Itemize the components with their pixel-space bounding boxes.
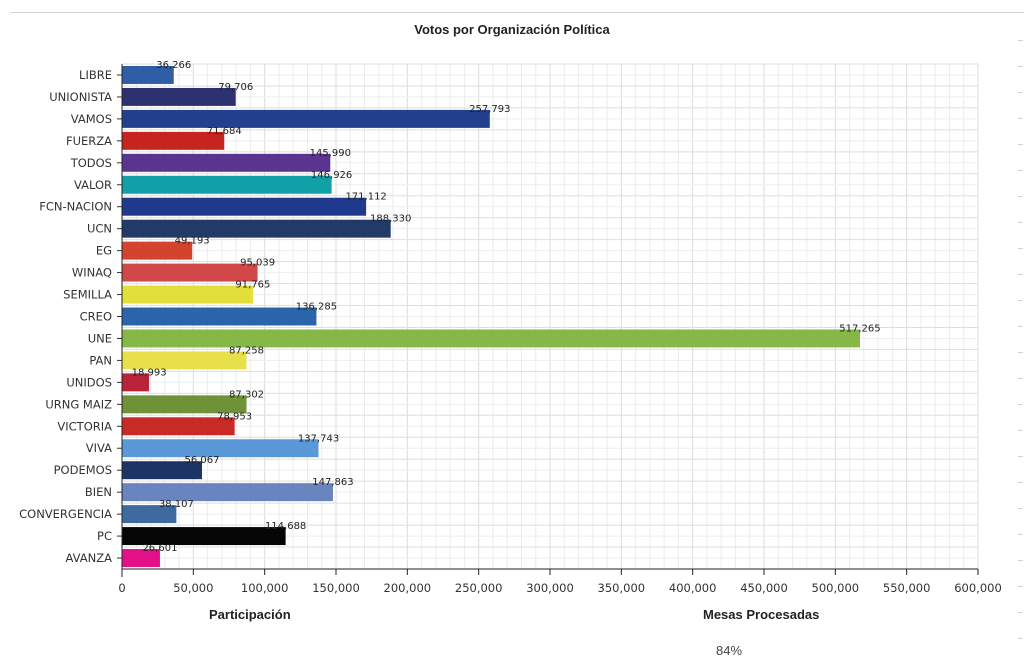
bar-pan xyxy=(122,351,247,370)
scrollbar-track[interactable] xyxy=(1018,40,1024,660)
labels: 36,266 LIBRE 79,706 UNIONISTA 257,793 VAMOS 71… xyxy=(19,60,1002,595)
data-label: 146,926 xyxy=(311,170,352,181)
category-label: CONVERGENCIA xyxy=(19,507,112,521)
x-tick-label: 50,000 xyxy=(173,581,213,595)
category-label: WINAQ xyxy=(72,266,112,280)
data-label: 91,765 xyxy=(235,280,270,291)
bar-unionista xyxy=(122,87,236,106)
category-label: EG xyxy=(96,244,112,258)
x-tick-label: 250,000 xyxy=(455,581,503,595)
category-label: UNIDOS xyxy=(66,375,112,389)
category-label: VALOR xyxy=(74,178,112,192)
category-label: VICTORIA xyxy=(57,419,112,433)
x-tick-label: 450,000 xyxy=(740,581,788,595)
bar-creo xyxy=(122,307,317,326)
top-divider xyxy=(10,12,1024,13)
x-tick-label: 400,000 xyxy=(669,581,717,595)
data-label: 87,302 xyxy=(229,389,264,400)
bar-vamos xyxy=(122,109,490,128)
category-label: FUERZA xyxy=(66,134,112,148)
data-label: 71,684 xyxy=(207,126,242,137)
bar-unidos xyxy=(122,373,150,392)
category-label: BIEN xyxy=(85,485,112,499)
data-label: 95,039 xyxy=(240,258,275,269)
x-tick-label: 200,000 xyxy=(384,581,432,595)
data-label: 18,993 xyxy=(132,367,167,378)
bar-bien xyxy=(122,483,333,502)
bar-victoria xyxy=(122,417,235,436)
x-tick-label: 600,000 xyxy=(954,581,1002,595)
bar-avanza xyxy=(122,549,160,567)
bar-todos xyxy=(122,153,331,172)
bar-winaq xyxy=(122,263,258,282)
bar-convergencia xyxy=(122,505,177,524)
bar-fuerza xyxy=(122,131,225,150)
data-label: 171,112 xyxy=(345,192,386,203)
category-label: PODEMOS xyxy=(54,463,112,477)
bar-eg xyxy=(122,241,193,260)
category-label: CREO xyxy=(80,310,112,324)
data-label: 49,193 xyxy=(175,236,210,247)
category-label: PC xyxy=(97,529,112,543)
bars xyxy=(122,66,860,567)
data-label: 257,793 xyxy=(469,104,510,115)
bar-fcn-nacion xyxy=(122,197,367,216)
data-label: 114,688 xyxy=(265,521,306,532)
data-label: 36,266 xyxy=(156,60,191,71)
bar-urng-maiz xyxy=(122,395,247,414)
category-label: FCN-NACION xyxy=(39,200,112,214)
data-label: 147,863 xyxy=(312,477,353,488)
category-label: VIVA xyxy=(86,441,112,455)
category-label: AVANZA xyxy=(66,551,113,565)
bar-viva xyxy=(122,439,319,458)
category-label: PAN xyxy=(89,353,112,367)
data-label: 137,743 xyxy=(298,433,339,444)
category-label: URNG MAIZ xyxy=(45,397,112,411)
bar-une xyxy=(122,329,860,348)
category-label: VAMOS xyxy=(71,112,112,126)
bar-pc xyxy=(122,527,286,546)
bar-ucn xyxy=(122,219,391,238)
x-tick-label: 150,000 xyxy=(312,581,360,595)
data-label: 56,067 xyxy=(184,455,219,466)
data-label: 87,258 xyxy=(229,345,264,356)
processed-value: 84% xyxy=(716,643,743,658)
data-label: 38,107 xyxy=(159,499,194,510)
x-tick-label: 0 xyxy=(118,581,125,595)
x-tick-label: 550,000 xyxy=(883,581,931,595)
category-label: TODOS xyxy=(70,156,112,170)
x-tick-label: 500,000 xyxy=(812,581,860,595)
participation-label: Participación xyxy=(209,607,291,622)
axes xyxy=(117,64,979,577)
x-tick-label: 350,000 xyxy=(598,581,646,595)
category-label: LIBRE xyxy=(79,68,112,82)
bar-podemos xyxy=(122,461,202,480)
category-label: UCN xyxy=(87,222,112,236)
bar-valor xyxy=(122,175,332,194)
category-label: UNE xyxy=(88,331,112,345)
data-label: 78,953 xyxy=(217,411,252,422)
bar-libre xyxy=(122,66,174,84)
data-label: 188,330 xyxy=(370,214,411,225)
data-label: 145,990 xyxy=(310,148,351,159)
bar-semilla xyxy=(122,285,253,304)
data-label: 26,601 xyxy=(142,543,177,554)
category-label: UNIONISTA xyxy=(49,90,112,104)
x-tick-label: 300,000 xyxy=(526,581,574,595)
data-label: 136,285 xyxy=(296,302,337,313)
x-tick-label: 100,000 xyxy=(241,581,289,595)
processed-label: Mesas Procesadas xyxy=(703,607,820,622)
data-label: 517,265 xyxy=(839,323,880,334)
chart-title: Votos por Organización Política xyxy=(414,22,610,37)
data-label: 79,706 xyxy=(218,82,253,93)
category-label: SEMILLA xyxy=(63,288,112,302)
